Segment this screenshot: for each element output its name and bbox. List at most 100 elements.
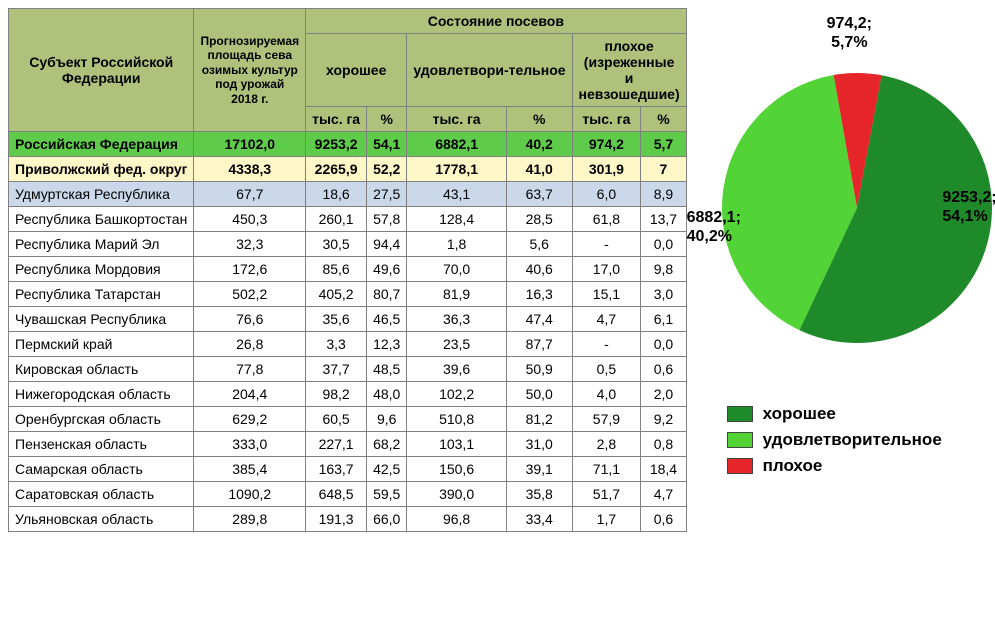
table-row: Саратовская область1090,2648,559,5390,03… bbox=[9, 482, 687, 507]
cell-value: 27,5 bbox=[367, 182, 407, 207]
cell-value: 40,6 bbox=[506, 257, 572, 282]
legend-label: плохое bbox=[763, 456, 823, 476]
cell-value: 0,5 bbox=[572, 357, 641, 382]
cell-value: 43,1 bbox=[407, 182, 507, 207]
cell-value: 6,0 bbox=[572, 182, 641, 207]
header-bad: плохое (изреженные и невзошедшие) bbox=[572, 34, 686, 107]
pie-label-bad-pct: 5,7% bbox=[831, 34, 867, 51]
header-condition-group: Состояние посевов bbox=[306, 9, 687, 34]
cell-value: 70,0 bbox=[407, 257, 507, 282]
cell-value: 9,6 bbox=[367, 407, 407, 432]
cell-value: 39,1 bbox=[506, 457, 572, 482]
pie-chart bbox=[697, 18, 995, 348]
cell-value: 0,8 bbox=[641, 432, 686, 457]
cell-value: 96,8 bbox=[407, 507, 507, 532]
cell-value: 4,0 bbox=[572, 382, 641, 407]
cell-value: 35,8 bbox=[506, 482, 572, 507]
cell-subject: Ульяновская область bbox=[9, 507, 194, 532]
legend-item: хорошее bbox=[727, 404, 942, 424]
cell-value: 85,6 bbox=[306, 257, 367, 282]
table-body: Российская Федерация17102,09253,254,1688… bbox=[9, 132, 687, 532]
cell-value: 18,6 bbox=[306, 182, 367, 207]
cell-value: 18,4 bbox=[641, 457, 686, 482]
cell-subject: Чувашская Республика bbox=[9, 307, 194, 332]
cell-value: 81,9 bbox=[407, 282, 507, 307]
table-row: Самарская область385,4163,742,5150,639,1… bbox=[9, 457, 687, 482]
pie-label-good: 9253,2; 54,1% bbox=[942, 188, 995, 226]
cell-value: 4,7 bbox=[641, 482, 686, 507]
cell-value: 54,1 bbox=[367, 132, 407, 157]
pie-label-bad: 974,2; 5,7% bbox=[827, 14, 872, 52]
cell-value: 5,7 bbox=[641, 132, 686, 157]
cell-value: 40,2 bbox=[506, 132, 572, 157]
pie-label-good-value: 9253,2; bbox=[942, 189, 995, 206]
cell-value: - bbox=[572, 332, 641, 357]
legend-swatch bbox=[727, 406, 753, 422]
cell-value: 59,5 bbox=[367, 482, 407, 507]
table-row: Ульяновская область289,8191,366,096,833,… bbox=[9, 507, 687, 532]
cell-value: - bbox=[572, 232, 641, 257]
cell-value: 33,4 bbox=[506, 507, 572, 532]
cell-value: 71,1 bbox=[572, 457, 641, 482]
cell-value: 405,2 bbox=[306, 282, 367, 307]
cell-value: 333,0 bbox=[194, 432, 306, 457]
table-row: Российская Федерация17102,09253,254,1688… bbox=[9, 132, 687, 157]
chart-wrap: 974,2; 5,7% 9253,2; 54,1% 6882,1; 40,2% … bbox=[697, 8, 995, 532]
cell-subject: Оренбургская область bbox=[9, 407, 194, 432]
cell-value: 31,0 bbox=[506, 432, 572, 457]
cell-subject: Российская Федерация bbox=[9, 132, 194, 157]
cell-value: 23,5 bbox=[407, 332, 507, 357]
cell-value: 17102,0 bbox=[194, 132, 306, 157]
cell-value: 12,3 bbox=[367, 332, 407, 357]
table-row: Удмуртская Республика67,718,627,543,163,… bbox=[9, 182, 687, 207]
cell-value: 46,5 bbox=[367, 307, 407, 332]
cell-subject: Самарская область bbox=[9, 457, 194, 482]
cell-subject: Пермский край bbox=[9, 332, 194, 357]
header-unit-pct-3: % bbox=[641, 107, 686, 132]
table-row: Пензенская область333,0227,168,2103,131,… bbox=[9, 432, 687, 457]
header-unit-pct-2: % bbox=[506, 107, 572, 132]
cell-value: 385,4 bbox=[194, 457, 306, 482]
cell-value: 450,3 bbox=[194, 207, 306, 232]
cell-value: 102,2 bbox=[407, 382, 507, 407]
legend-item: плохое bbox=[727, 456, 942, 476]
table-row: Кировская область77,837,748,539,650,90,5… bbox=[9, 357, 687, 382]
cell-value: 204,4 bbox=[194, 382, 306, 407]
cell-value: 390,0 bbox=[407, 482, 507, 507]
cell-value: 50,9 bbox=[506, 357, 572, 382]
cell-value: 57,9 bbox=[572, 407, 641, 432]
cell-value: 1090,2 bbox=[194, 482, 306, 507]
pie-label-sat: 6882,1; 40,2% bbox=[687, 208, 741, 246]
cell-value: 9253,2 bbox=[306, 132, 367, 157]
data-table: Субъект Российской Федерации Прогнозируе… bbox=[8, 8, 687, 532]
legend-swatch bbox=[727, 458, 753, 474]
cell-value: 2,8 bbox=[572, 432, 641, 457]
cell-value: 48,5 bbox=[367, 357, 407, 382]
cell-value: 7 bbox=[641, 157, 686, 182]
legend-item: удовлетворительное bbox=[727, 430, 942, 450]
cell-value: 15,1 bbox=[572, 282, 641, 307]
cell-value: 0,6 bbox=[641, 507, 686, 532]
header-good: хорошее bbox=[306, 34, 407, 107]
cell-value: 94,4 bbox=[367, 232, 407, 257]
cell-value: 61,8 bbox=[572, 207, 641, 232]
cell-value: 52,2 bbox=[367, 157, 407, 182]
legend-swatch bbox=[727, 432, 753, 448]
cell-value: 36,3 bbox=[407, 307, 507, 332]
cell-value: 63,7 bbox=[506, 182, 572, 207]
cell-value: 301,9 bbox=[572, 157, 641, 182]
cell-subject: Кировская область bbox=[9, 357, 194, 382]
cell-subject: Республика Марий Эл bbox=[9, 232, 194, 257]
pie-label-sat-value: 6882,1; bbox=[687, 209, 741, 226]
cell-value: 629,2 bbox=[194, 407, 306, 432]
cell-value: 3,0 bbox=[641, 282, 686, 307]
cell-value: 150,6 bbox=[407, 457, 507, 482]
pie-label-bad-value: 974,2; bbox=[827, 15, 872, 32]
cell-value: 648,5 bbox=[306, 482, 367, 507]
cell-value: 13,7 bbox=[641, 207, 686, 232]
cell-value: 510,8 bbox=[407, 407, 507, 432]
cell-value: 57,8 bbox=[367, 207, 407, 232]
cell-value: 28,5 bbox=[506, 207, 572, 232]
cell-subject: Республика Башкортостан bbox=[9, 207, 194, 232]
cell-value: 4338,3 bbox=[194, 157, 306, 182]
